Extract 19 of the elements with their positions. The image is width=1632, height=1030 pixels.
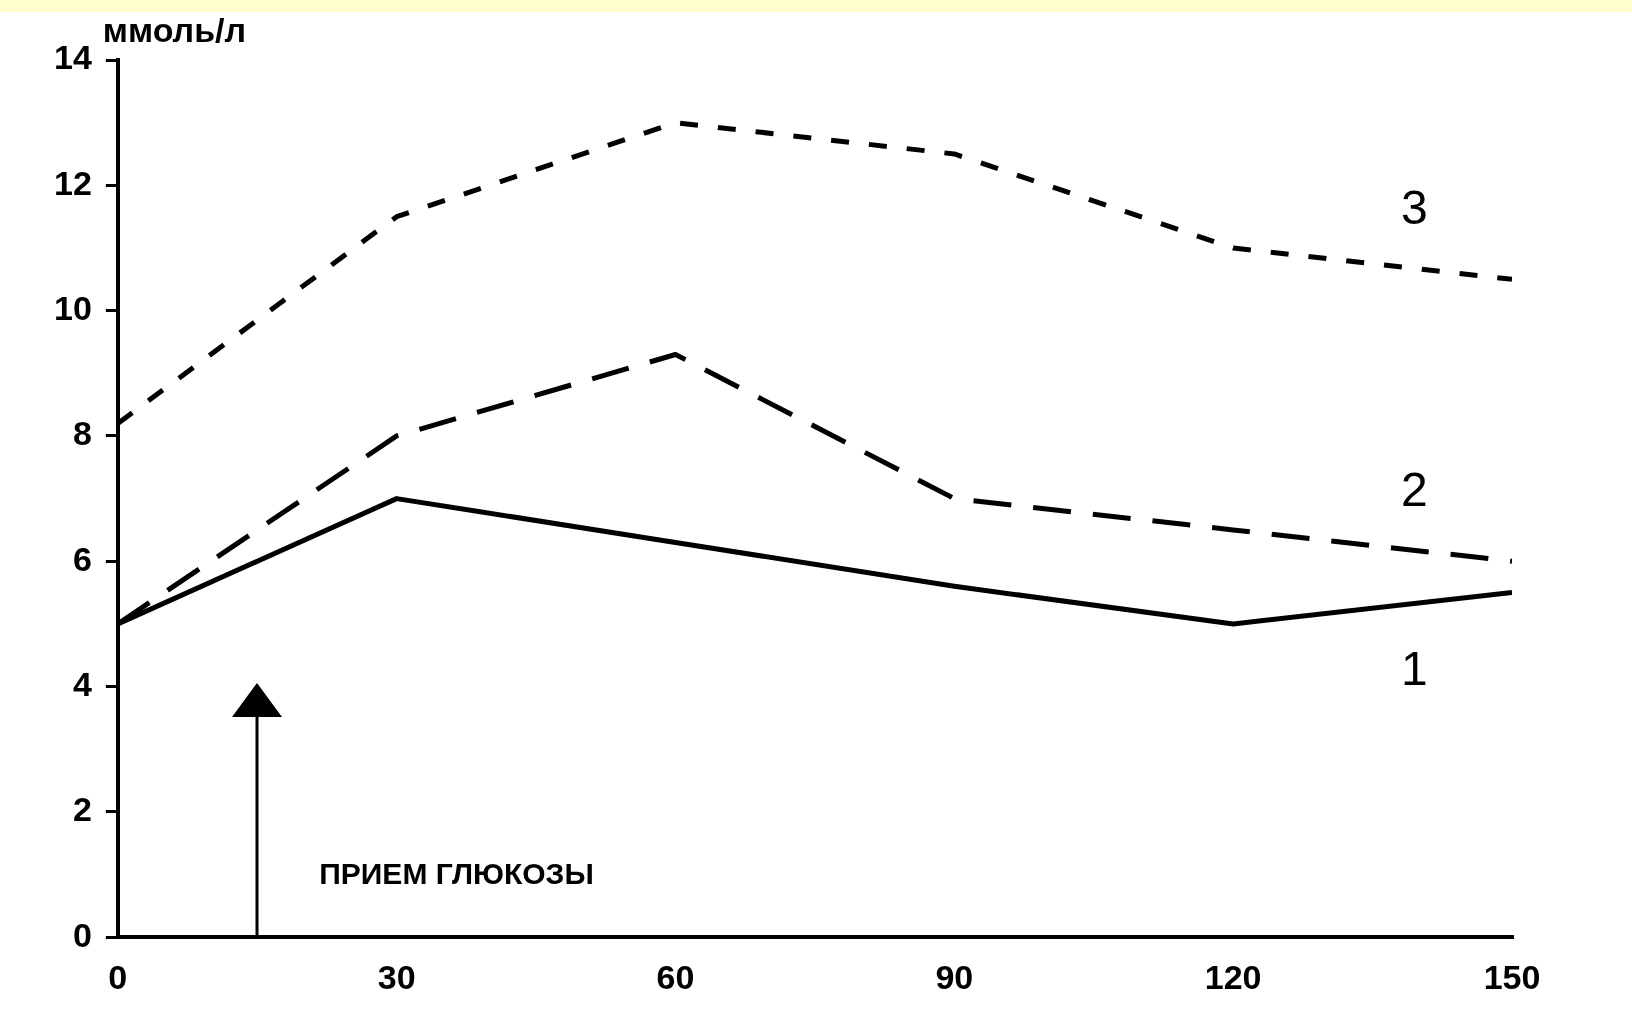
y-axis-title: ммоль/л	[102, 11, 247, 50]
y-tick-label: 10	[53, 289, 92, 327]
y-tick-label: 0	[72, 915, 92, 954]
y-tick-label: 12	[53, 163, 92, 202]
y-tick-label: 2	[72, 790, 92, 829]
x-tick-label: 90	[935, 957, 974, 996]
x-tick-label: 0	[108, 957, 128, 996]
x-tick-label: 60	[656, 957, 695, 996]
y-tick-label: 4	[72, 664, 92, 703]
series-label: 3	[1401, 180, 1428, 234]
y-tick-label: 8	[72, 414, 92, 453]
x-tick-label: 150	[1483, 957, 1541, 996]
x-tick-label: 120	[1204, 957, 1262, 996]
series-label: 1	[1401, 641, 1428, 695]
annotation: ПРИЕМ ГЛЮКОЗЫ	[319, 857, 594, 891]
series-label: 2	[1401, 462, 1428, 516]
y-tick-label: 14	[53, 38, 92, 77]
x-tick-label: 30	[377, 957, 416, 996]
y-tick-label: 6	[72, 539, 92, 578]
